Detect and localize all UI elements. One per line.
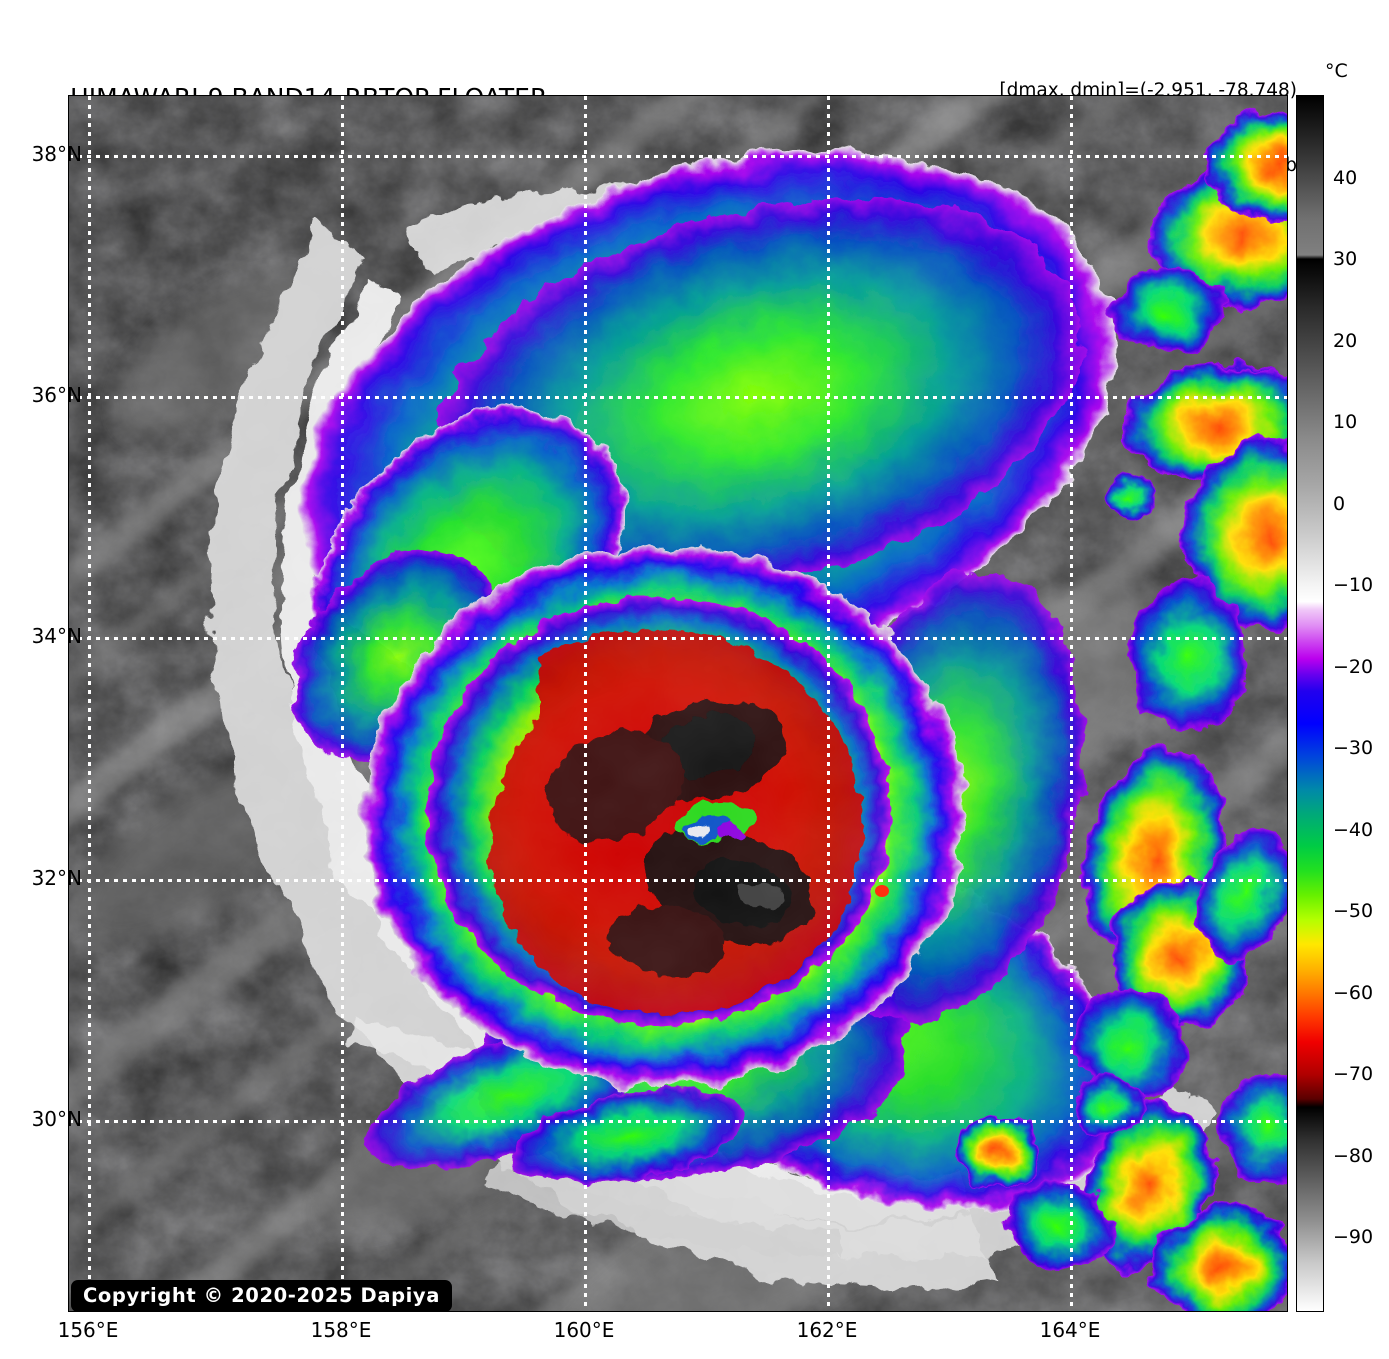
cb-tick-m10: −10 — [1333, 574, 1374, 596]
gridline-lon-160 — [584, 96, 587, 1311]
lat-tick-32: 32°N — [31, 866, 82, 890]
gridline-lat-30 — [69, 1120, 1287, 1123]
infrared-satellite-raster — [69, 96, 1287, 1311]
cb-tick-20: 20 — [1333, 330, 1358, 352]
gridline-lon-156 — [88, 96, 91, 1311]
gridline-lat-38 — [69, 155, 1287, 158]
cb-tick-m90: −90 — [1333, 1226, 1374, 1248]
cb-tick-30: 30 — [1333, 248, 1358, 270]
cb-tick-10: 10 — [1333, 411, 1358, 433]
lon-tick-160: 160°E — [553, 1318, 615, 1342]
temperature-colorbar — [1296, 95, 1324, 1312]
gridline-lon-164 — [1070, 96, 1073, 1311]
cb-tick-m80: −80 — [1333, 1145, 1374, 1167]
lat-tick-30: 30°N — [31, 1107, 82, 1131]
cb-tick-m40: −40 — [1333, 819, 1374, 841]
cb-tick-m50: −50 — [1333, 900, 1374, 922]
gridline-lat-36 — [69, 396, 1287, 399]
cb-tick-m60: −60 — [1333, 982, 1374, 1004]
satellite-image-plot: Copyright © 2020-2025 Dapiya — [68, 95, 1288, 1312]
cb-tick-40: 40 — [1333, 167, 1358, 189]
lat-tick-34: 34°N — [31, 624, 82, 648]
lon-tick-158: 158°E — [310, 1318, 372, 1342]
gridline-lat-34 — [69, 637, 1287, 640]
cb-tick-m70: −70 — [1333, 1063, 1374, 1085]
gridline-lat-32 — [69, 879, 1287, 882]
cb-tick-0: 0 — [1333, 493, 1346, 515]
cb-tick-m30: −30 — [1333, 737, 1374, 759]
lon-tick-162: 162°E — [796, 1318, 858, 1342]
copyright-banner: Copyright © 2020-2025 Dapiya — [71, 1280, 453, 1311]
gridline-lon-162 — [827, 96, 830, 1311]
lat-tick-38: 38°N — [31, 142, 82, 166]
lon-tick-164: 164°E — [1039, 1318, 1101, 1342]
lat-tick-36: 36°N — [31, 383, 82, 407]
colorbar-unit-label: °C — [1325, 60, 1348, 82]
lon-tick-156: 156°E — [57, 1318, 119, 1342]
cb-tick-m20: −20 — [1333, 656, 1374, 678]
gridline-lon-158 — [341, 96, 344, 1311]
